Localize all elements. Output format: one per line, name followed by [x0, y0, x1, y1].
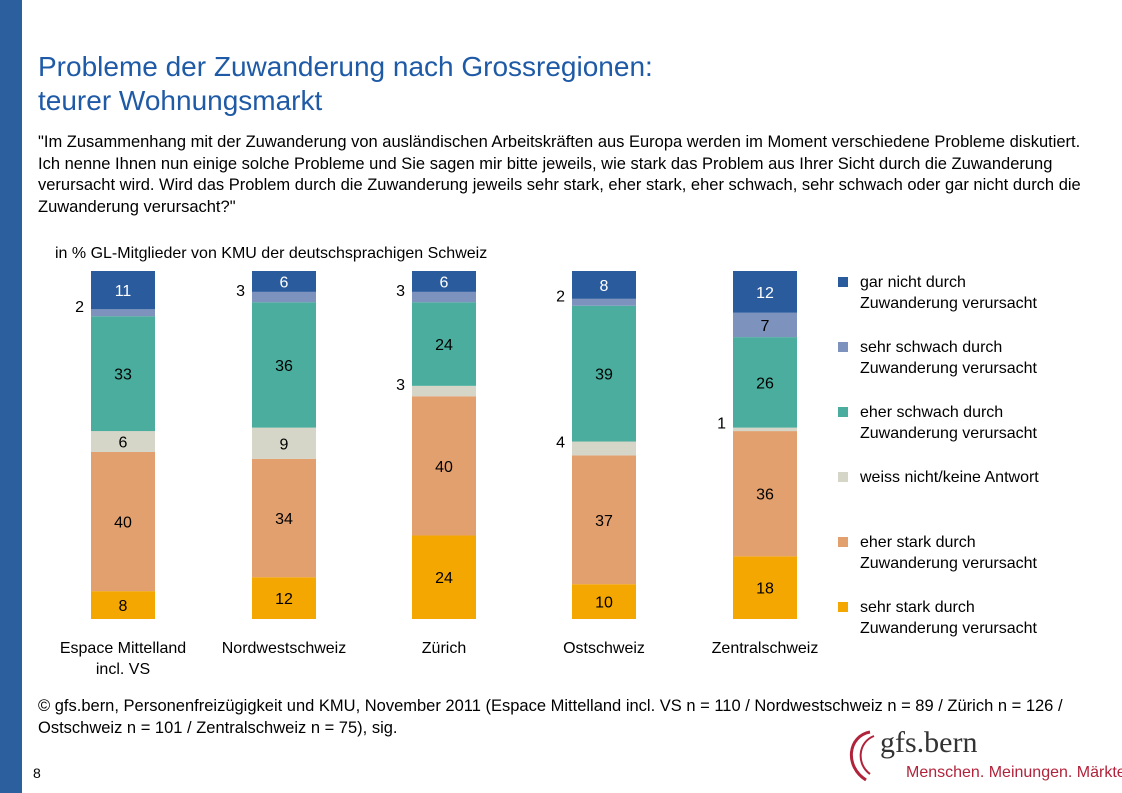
bar-segment-nordwestschweiz-eher-schwach-durch: [252, 302, 316, 428]
bar-segment-espace-mittelland-eher-schwach-durch: [91, 316, 155, 432]
data-label: 2: [75, 299, 84, 316]
bar-segment-z-rich-gar-nicht-durch: [412, 271, 476, 292]
data-label: 3: [396, 377, 405, 394]
legend-label: weiss nicht/keine Antwort: [860, 469, 1039, 486]
logo-swoosh-icon: [849, 730, 875, 782]
source-note: © gfs.bern, Personenfreizügigkeit und KM…: [38, 697, 1063, 737]
bar-segment-zentralschweiz-sehr-stark-durch: [733, 556, 797, 619]
legend-swatch: [838, 472, 848, 482]
bar-segment-nordwestschweiz-gar-nicht-durch: [252, 271, 316, 292]
category-label: Nordwestschweiz: [222, 640, 346, 657]
data-label: 6: [280, 274, 289, 291]
data-label: 2: [556, 288, 565, 305]
legend-label: sehr stark durch Zuwanderung verursacht: [860, 599, 1037, 637]
bar-segment-ostschweiz-gar-nicht-durch: [572, 271, 636, 299]
title-line-1: Probleme der Zuwanderung nach Grossregio…: [38, 51, 653, 82]
bar-segment-espace-mittelland-eher-stark-durch: [91, 451, 155, 592]
data-label: 10: [595, 595, 613, 612]
data-label: 18: [756, 581, 774, 598]
data-label: 40: [114, 515, 132, 532]
bar-segment-espace-mittelland-sehr-stark-durch: [91, 591, 155, 619]
data-label: 8: [119, 598, 128, 615]
logo-name: gfs.bern: [880, 726, 978, 759]
bar-segment-espace-mittelland-weiss-nicht-keine-antwort: [91, 431, 155, 452]
data-label: 12: [275, 591, 293, 608]
data-label: 4: [556, 434, 565, 451]
data-label: 8: [600, 278, 609, 295]
data-label: 1: [717, 415, 726, 432]
data-label: 24: [435, 337, 453, 354]
category-label: incl. VS: [96, 661, 150, 678]
page-number: 8: [33, 765, 41, 781]
legend-swatch: [838, 602, 848, 612]
left-accent-bar: [0, 0, 22, 793]
data-label: 36: [756, 487, 774, 504]
bar-segment-zentralschweiz-eher-stark-durch: [733, 431, 797, 557]
bar-segment-z-rich-sehr-schwach-durch: [412, 291, 476, 303]
legend-label: gar nicht durch Zuwanderung verursacht: [860, 274, 1037, 312]
bar-segment-ostschweiz-eher-schwach-durch: [572, 305, 636, 442]
data-label: 3: [396, 283, 405, 300]
category-label: Zentralschweiz: [712, 640, 819, 657]
legend-label: eher schwach durch Zuwanderung verursach…: [860, 404, 1037, 442]
data-label: 9: [280, 436, 289, 453]
gfs-bern-logo: gfs.bern Menschen. Meinungen. Märkte.: [840, 726, 1122, 786]
bar-segment-z-rich-eher-stark-durch: [412, 396, 476, 536]
title-line-2: teurer Wohnungsmarkt: [38, 85, 323, 116]
bar-segment-zentralschweiz-eher-schwach-durch: [733, 337, 797, 428]
bar-segment-z-rich-sehr-stark-durch: [412, 535, 476, 619]
data-label: 36: [275, 358, 293, 375]
bar-segment-z-rich-weiss-nicht-keine-antwort: [412, 385, 476, 397]
logo-tagline: Menschen. Meinungen. Märkte.: [906, 764, 1122, 781]
data-label: 26: [756, 375, 774, 392]
data-label: 40: [435, 459, 453, 476]
data-label: 11: [115, 283, 132, 300]
bar-segment-zentralschweiz-weiss-nicht-keine-antwort: [733, 427, 797, 432]
data-label: 6: [119, 435, 128, 452]
legend-swatch: [838, 407, 848, 417]
bar-segment-nordwestschweiz-sehr-schwach-durch: [252, 291, 316, 303]
bar-segment-ostschweiz-eher-stark-durch: [572, 455, 636, 585]
bar-segment-nordwestschweiz-eher-stark-durch: [252, 458, 316, 578]
data-label: 6: [440, 274, 449, 291]
legend-label: sehr schwach durch Zuwanderung verursach…: [860, 339, 1037, 377]
bar-segment-zentralschweiz-gar-nicht-durch: [733, 271, 797, 313]
legend-swatch: [838, 277, 848, 287]
category-label: Ostschweiz: [563, 640, 645, 657]
bar-segment-espace-mittelland-sehr-schwach-durch: [91, 309, 155, 317]
legend-swatch: [838, 537, 848, 547]
legend-label: eher stark durch Zuwanderung verursacht: [860, 534, 1037, 572]
bar-segment-ostschweiz-sehr-schwach-durch: [572, 298, 636, 306]
bar-segment-z-rich-eher-schwach-durch: [412, 302, 476, 386]
bar-segment-ostschweiz-sehr-stark-durch: [572, 584, 636, 619]
category-label: Espace Mittelland: [60, 640, 186, 657]
data-label: 37: [595, 513, 613, 530]
bar-segment-ostschweiz-weiss-nicht-keine-antwort: [572, 441, 636, 456]
bar-segment-nordwestschweiz-weiss-nicht-keine-antwort: [252, 427, 316, 459]
bar-segment-zentralschweiz-sehr-schwach-durch: [733, 312, 797, 338]
legend-swatch: [838, 342, 848, 352]
category-label: Zürich: [422, 640, 466, 657]
data-label: 12: [756, 285, 774, 302]
data-label: 24: [435, 570, 453, 587]
data-label: 34: [275, 511, 293, 528]
page-title: Probleme der Zuwanderung nach Grossregio…: [38, 50, 1098, 118]
bar-segment-espace-mittelland-gar-nicht-durch: [91, 271, 155, 310]
data-label: 7: [761, 318, 770, 335]
chart-subtitle: in % GL-Mitglieder von KMU der deutschsp…: [55, 245, 488, 262]
survey-question: "Im Zusammenhang mit der Zuwanderung von…: [38, 133, 1081, 216]
data-label: 33: [114, 367, 132, 384]
data-label: 39: [595, 367, 613, 384]
data-label: 3: [236, 283, 245, 300]
bar-segment-nordwestschweiz-sehr-stark-durch: [252, 577, 316, 619]
